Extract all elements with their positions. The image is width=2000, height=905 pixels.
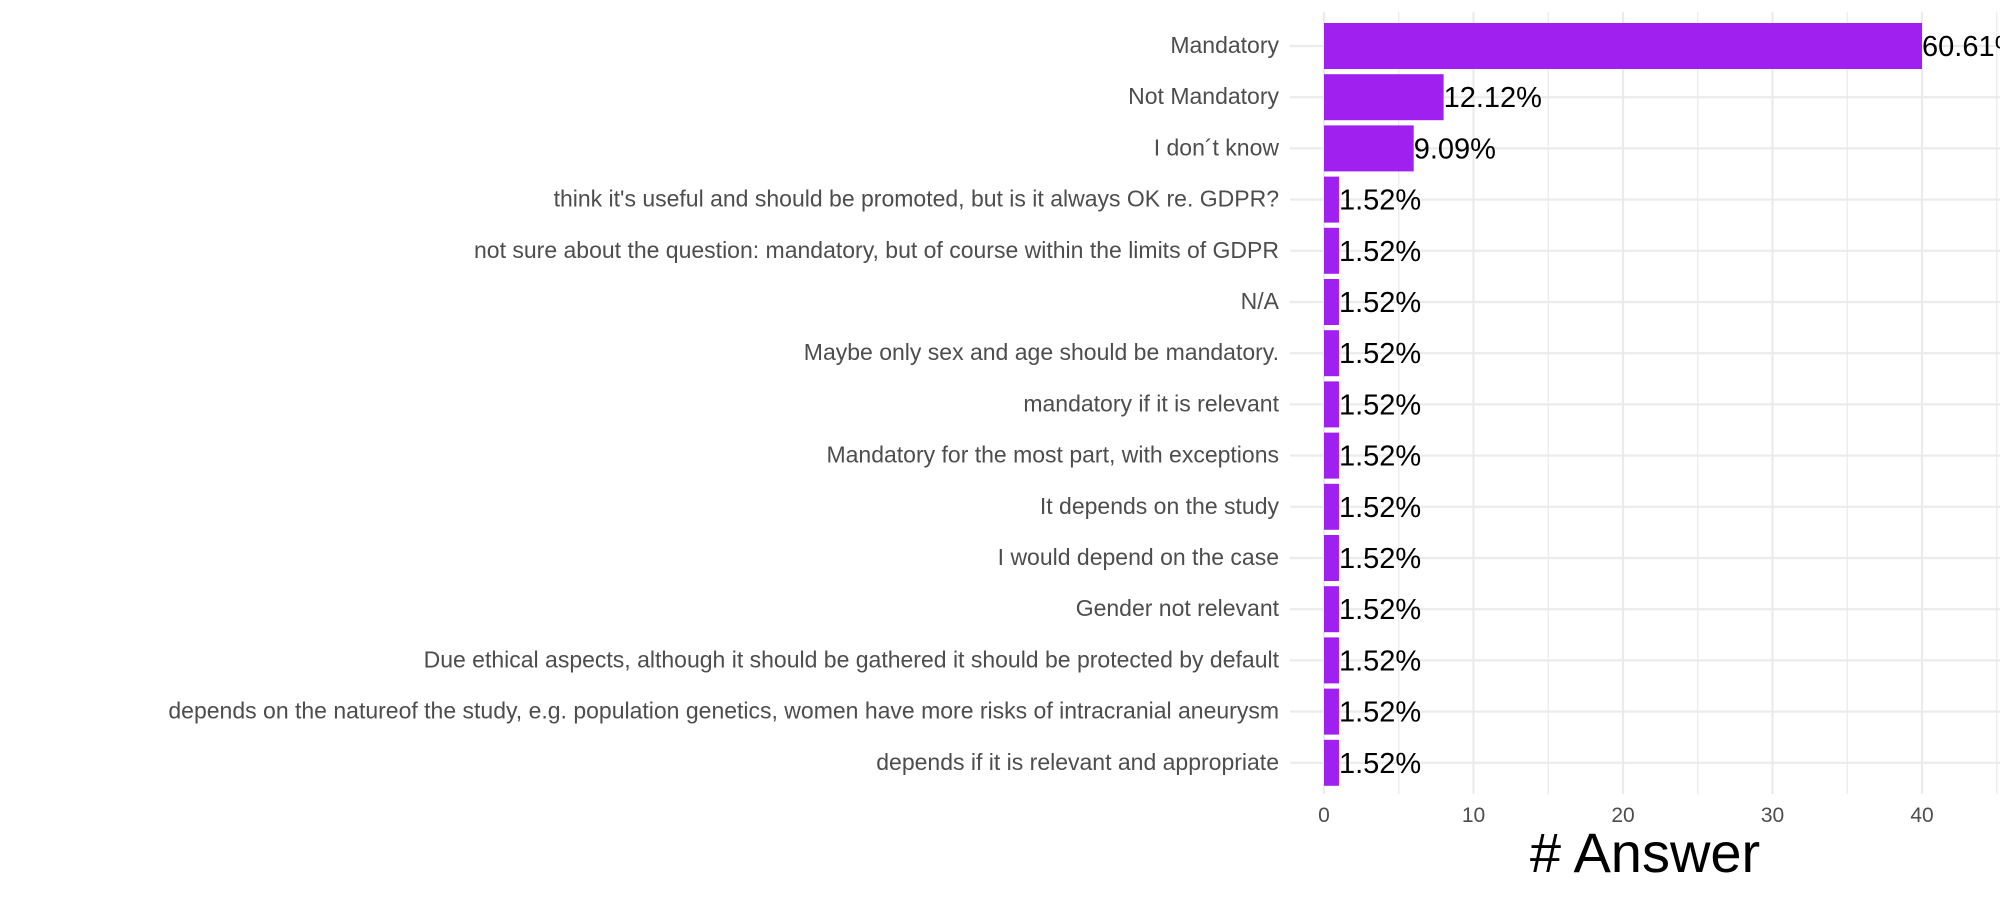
bar (1324, 125, 1414, 172)
bar (1324, 688, 1339, 735)
bar (1324, 432, 1339, 479)
y-tick-label: Due ethical aspects, although it should … (424, 646, 1280, 672)
bar (1324, 381, 1339, 428)
y-tick-label: Not Mandatory (1128, 83, 1279, 109)
bar (1324, 535, 1339, 581)
data-label: 9.09% (1414, 133, 1496, 165)
y-tick-label: depends on the natureof the study, e.g. … (168, 698, 1279, 724)
x-tick-label: 40 (1910, 804, 1933, 827)
data-label: 1.52% (1339, 236, 1421, 268)
y-tick-label: It depends on the study (1040, 493, 1280, 519)
x-tick-label: 10 (1462, 804, 1485, 827)
x-tick-label: 30 (1761, 804, 1784, 827)
data-label: 1.52% (1339, 594, 1421, 626)
data-label: 1.52% (1339, 697, 1421, 729)
bar (1324, 739, 1339, 786)
data-label: 1.52% (1339, 543, 1421, 575)
x-axis-tick-labels: 0 10 20 30 40 (1318, 804, 1934, 827)
bar (1324, 23, 1922, 69)
data-label: 60.61% (1922, 31, 2000, 63)
x-tick-label: 20 (1611, 804, 1634, 827)
y-tick-label: Mandatory for the most part, with except… (826, 442, 1279, 468)
bar (1324, 637, 1339, 684)
bar (1324, 74, 1444, 121)
bar (1324, 586, 1339, 633)
x-tick-label: 0 (1318, 804, 1330, 827)
bar (1324, 483, 1339, 530)
bar (1324, 176, 1339, 223)
y-tick-label: I don´t know (1154, 134, 1280, 160)
data-label: 1.52% (1339, 338, 1421, 370)
y-tick-label: N/A (1241, 288, 1280, 314)
data-label: 1.52% (1339, 441, 1421, 473)
y-tick-label: Mandatory (1170, 32, 1279, 58)
data-label: 12.12% (1444, 82, 1542, 114)
data-label: 1.52% (1339, 748, 1421, 780)
y-tick-label: think it's useful and should be promoted… (554, 186, 1279, 212)
y-axis-tick-labels: Mandatory Not Mandatory I don´t know think … (168, 32, 1279, 775)
y-tick-label: not sure about the question: mandatory, … (474, 237, 1279, 263)
data-label: 1.52% (1339, 492, 1421, 524)
y-tick-label: depends if it is relevant and appropriat… (876, 749, 1279, 775)
bar (1324, 227, 1339, 274)
bar (1324, 279, 1339, 325)
data-label: 1.52% (1339, 287, 1421, 319)
data-label: 1.52% (1339, 185, 1421, 217)
bar (1324, 330, 1339, 377)
data-label: 1.52% (1339, 645, 1421, 677)
y-tick-label: Gender not relevant (1076, 595, 1280, 621)
data-labels-layer: 60.61% 12.12% 9.09% 1.52% 1.52% 1.52% 1.52% 1.5… (1339, 31, 2000, 780)
data-label: 1.52% (1339, 389, 1421, 421)
y-tick-label: I would depend on the case (998, 544, 1279, 570)
y-tick-label: mandatory if it is relevant (1023, 390, 1279, 416)
y-tick-label: Maybe only sex and age should be mandato… (804, 339, 1279, 365)
bars-layer (1324, 23, 1922, 786)
x-axis-title: # Answer (1530, 821, 1760, 884)
